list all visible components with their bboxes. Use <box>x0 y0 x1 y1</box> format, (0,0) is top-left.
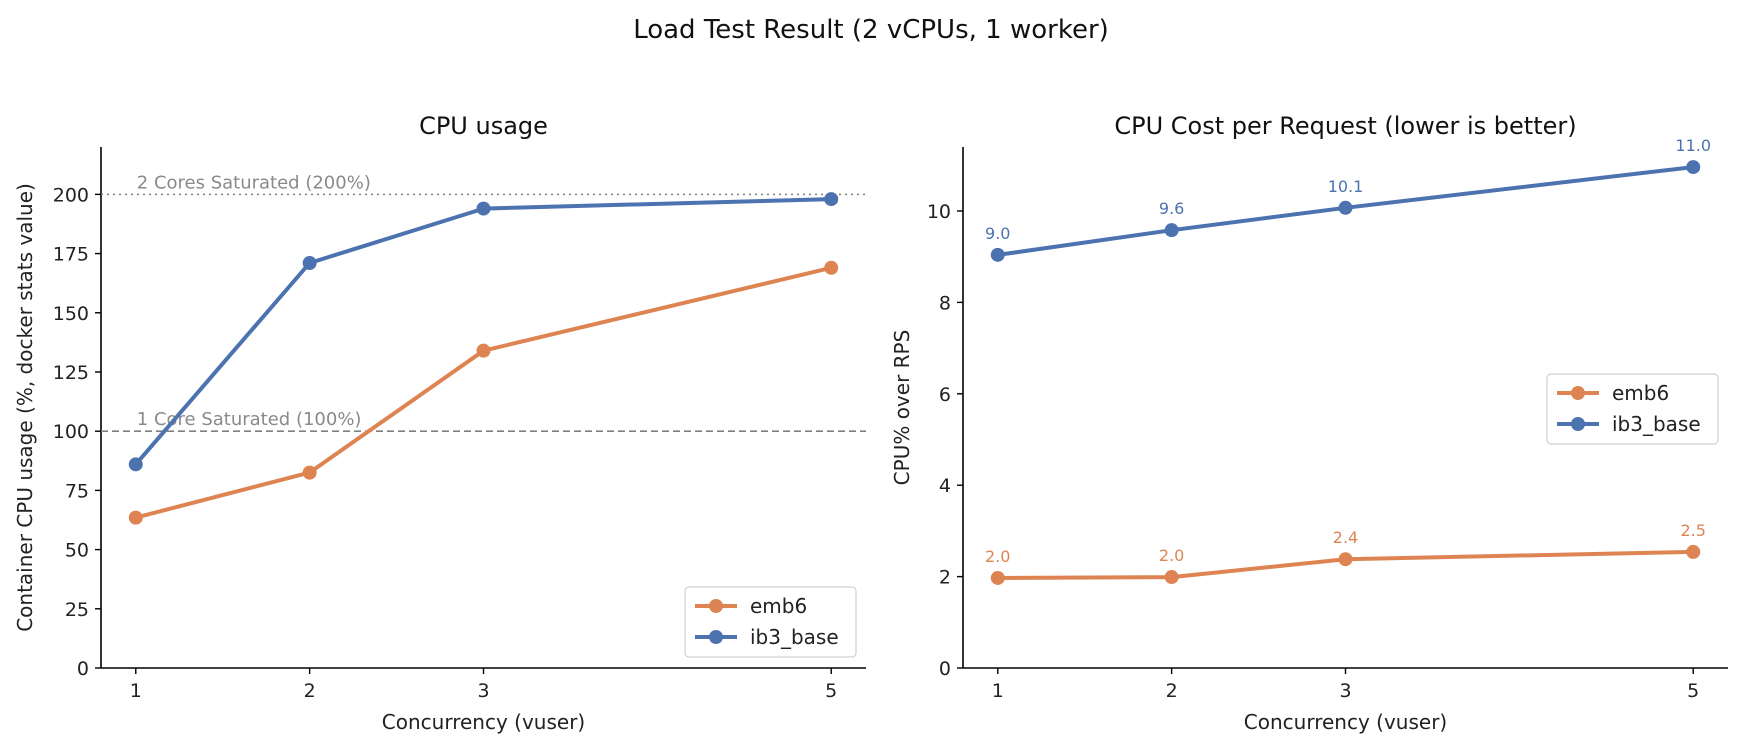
data-point <box>476 201 491 216</box>
legend-entry: ib3_base <box>750 625 839 649</box>
x-tick-label: 5 <box>1687 680 1699 702</box>
x-tick-label: 3 <box>1339 680 1351 702</box>
data-label: 2.4 <box>1333 528 1358 547</box>
y-tick-label: 4 <box>939 475 951 497</box>
reference-label: 1 Core Saturated (100%) <box>137 409 362 430</box>
series-line <box>997 549 1694 580</box>
y-tick-label: 175 <box>53 244 89 266</box>
data-label: 10.1 <box>1328 177 1364 196</box>
data-label: 2.5 <box>1681 521 1706 540</box>
data-point <box>990 247 1005 262</box>
x-tick-label: 5 <box>825 680 837 702</box>
y-tick-label: 150 <box>53 303 89 325</box>
data-label: 2.0 <box>1159 546 1184 565</box>
data-point <box>1338 200 1353 215</box>
x-tick-label: 3 <box>477 680 489 702</box>
y-tick-label: 75 <box>65 480 89 502</box>
y-axis-label: CPU% over RPS <box>890 330 914 486</box>
figure-title: Load Test Result (2 vCPUs, 1 worker) <box>633 15 1109 45</box>
data-point <box>1164 570 1179 585</box>
series-ib3_base: 9.0 9.6 10.1 11.0 <box>985 136 1711 262</box>
chart-2: CPU Cost per Request (lower is better) 0 2… <box>890 112 1728 734</box>
data-point <box>128 457 143 472</box>
y-tick-label: 200 <box>53 184 89 206</box>
series-line <box>134 197 832 466</box>
legend-swatch-marker <box>709 599 723 613</box>
data-point <box>1164 223 1179 238</box>
legend-swatch-marker <box>709 630 723 644</box>
series-ib3_base <box>128 192 839 472</box>
legend-swatch-marker <box>1571 386 1585 400</box>
data-point <box>476 343 491 358</box>
legend: emb6 ib3_base <box>684 586 857 658</box>
chart-1: CPU usage 0 25 50 75 100 125 150 175 200 1 2 3 5 Concu… <box>13 112 866 734</box>
data-point <box>1338 552 1353 567</box>
data-point <box>1686 160 1701 175</box>
x-tick-label: 1 <box>130 680 142 702</box>
y-tick-label: 8 <box>939 292 951 314</box>
y-tick-label: 125 <box>53 362 89 384</box>
legend: emb6 ib3_base <box>1546 373 1719 445</box>
x-axis-label: Concurrency (vuser) <box>1244 710 1447 734</box>
x-tick-label: 2 <box>304 680 316 702</box>
legend-swatch-marker <box>1571 417 1585 431</box>
legend-entry: ib3_base <box>1612 412 1701 436</box>
data-point <box>824 260 839 275</box>
chart-title: CPU usage <box>419 112 548 140</box>
y-tick-label: 6 <box>939 384 951 406</box>
data-label: 9.6 <box>1159 199 1184 218</box>
data-point <box>990 570 1005 585</box>
y-tick-label: 25 <box>65 599 89 621</box>
y-tick-label: 0 <box>77 658 89 680</box>
data-label: 9.0 <box>985 224 1010 243</box>
chart-title: CPU Cost per Request (lower is better) <box>1114 112 1576 140</box>
data-point <box>128 510 143 525</box>
series-line <box>135 265 832 520</box>
legend-entry: emb6 <box>750 594 807 618</box>
data-point <box>302 256 317 271</box>
series-line <box>997 165 1694 257</box>
x-tick-label: 1 <box>992 680 1004 702</box>
series-emb6 <box>128 260 839 525</box>
data-point <box>302 465 317 480</box>
y-tick-label: 0 <box>939 658 951 680</box>
y-tick-label: 100 <box>53 421 89 443</box>
x-axis-label: Concurrency (vuser) <box>382 710 585 734</box>
y-tick-label: 10 <box>927 201 951 223</box>
y-tick-label: 2 <box>939 567 951 589</box>
data-label: 11.0 <box>1675 136 1711 155</box>
data-point <box>1686 544 1701 559</box>
data-point <box>824 192 839 207</box>
data-label: 2.0 <box>985 547 1010 566</box>
reference-label: 2 Cores Saturated (200%) <box>137 172 371 193</box>
series-emb6: 2.0 2.0 2.4 2.5 <box>985 521 1706 585</box>
legend-entry: emb6 <box>1612 381 1669 405</box>
y-axis-label: Container CPU usage (%, docker stats val… <box>13 183 37 632</box>
x-tick-label: 2 <box>1166 680 1178 702</box>
y-tick-label: 50 <box>65 540 89 562</box>
